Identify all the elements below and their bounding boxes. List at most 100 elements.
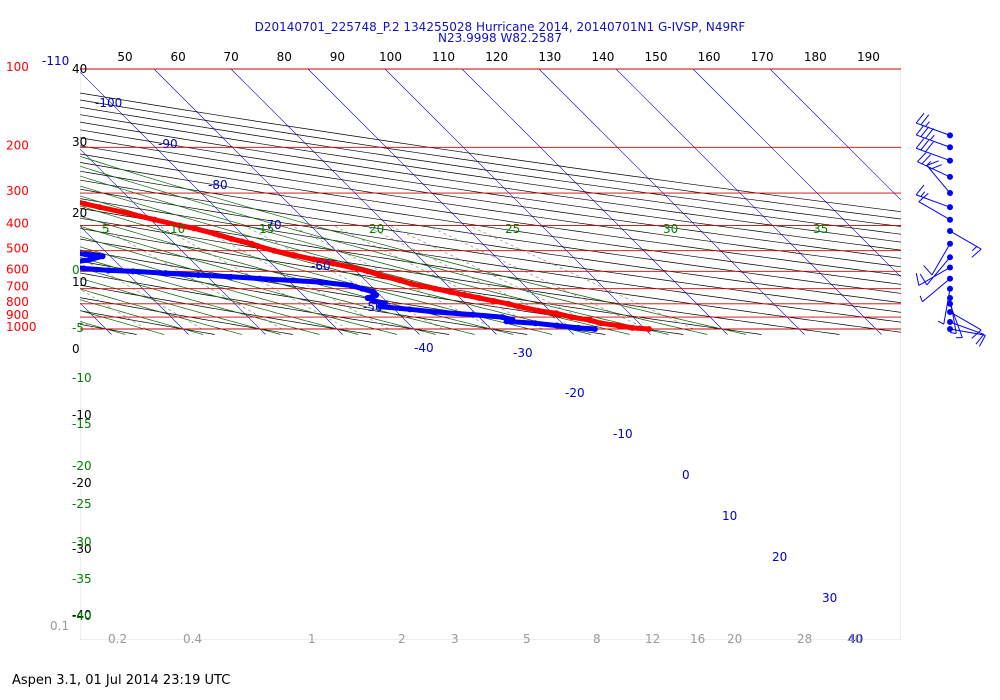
mixing-ratio-label: 40 <box>847 632 862 646</box>
mixing-ratio-label: 0.4 <box>183 632 202 646</box>
dewpoint-point <box>359 285 366 292</box>
temperature-point <box>96 204 103 211</box>
left-temperature-label: 10 <box>72 275 87 289</box>
left-temperature-label: -30 <box>72 542 92 556</box>
wind-barb <box>919 275 953 303</box>
mixing-ratio-label: 20 <box>727 632 742 646</box>
dewpoint-point <box>575 324 582 331</box>
wind-barb-staff <box>916 134 951 148</box>
temperature-point <box>535 307 542 314</box>
wind-barb-flag <box>920 126 930 137</box>
moist-adiabat-side-label: -40 <box>72 609 92 623</box>
mixing-ratio-line <box>195 225 389 330</box>
dewpoint-point <box>348 282 355 289</box>
temperature-point <box>476 295 483 302</box>
wind-barb-flag <box>920 114 930 126</box>
mixing-ratio-label: 2 <box>398 632 406 646</box>
dry-adiabat-line <box>80 272 450 335</box>
dewpoint-point <box>432 308 439 315</box>
temperature-point <box>126 210 133 217</box>
wind-barb-flag <box>915 138 925 149</box>
dry-adiabat-line <box>80 297 293 335</box>
dewpoint-point <box>227 273 234 280</box>
dry-adiabat-line <box>80 121 901 243</box>
dry-adiabat-line <box>80 284 372 335</box>
dewpoint-point <box>130 268 137 275</box>
top-axis-label: 90 <box>330 50 345 64</box>
mixing-ratio-label: 8 <box>593 632 601 646</box>
wind-barb-staff <box>917 161 951 178</box>
moist-adiabat-side-label: -25 <box>72 497 92 511</box>
moist-adiabat-line <box>80 165 708 335</box>
wind-barb-staff <box>918 267 951 286</box>
wind-barb-staff <box>918 201 951 221</box>
temperature-point <box>36 190 42 196</box>
moist-adiabat-line <box>80 256 359 335</box>
isotherm-label-top-left: -110 <box>42 54 69 68</box>
pressure-label: 200 <box>6 138 29 152</box>
temperature-point <box>290 252 297 259</box>
mixing-ratio-label: 1 <box>308 632 316 646</box>
dewpoint-point <box>105 267 112 274</box>
temperature-point <box>310 256 317 263</box>
dry-adiabat-line <box>80 310 215 335</box>
isotherm-label: -90 <box>158 137 178 151</box>
dry-adiabat-line <box>80 228 762 335</box>
wind-barb-flag <box>925 141 934 152</box>
pressure-label: 700 <box>6 280 29 294</box>
wind-barb <box>923 240 953 276</box>
temperature-point <box>397 277 404 284</box>
wind-barb <box>918 192 953 223</box>
moist-adiabat-label: 20 <box>369 222 384 236</box>
wind-barb-halfflag <box>919 295 923 302</box>
moist-adiabat-label: 10 <box>170 222 185 236</box>
moist-adiabat-side-label: 0 <box>72 263 80 277</box>
dry-adiabat-line <box>80 260 528 335</box>
pressure-label: 1000 <box>6 320 37 334</box>
pressure-label: 600 <box>6 262 29 276</box>
temperature-point <box>376 272 383 279</box>
wind-barb <box>915 264 953 286</box>
temperature-point <box>615 322 622 329</box>
temperature-point <box>586 317 593 324</box>
temperature-point <box>330 260 337 267</box>
wind-barb-halfflag <box>920 191 926 197</box>
isotherm-label: -60 <box>311 259 331 273</box>
dry-adiabat-line <box>80 129 901 251</box>
dewpoint-point <box>499 314 506 321</box>
top-axis-label: 120 <box>485 50 508 64</box>
isotherm-label: 40 <box>848 632 863 646</box>
temperature-point <box>254 243 261 250</box>
dewpoint-point <box>81 251 88 258</box>
dewpoint-point <box>377 303 384 310</box>
moist-adiabat-line <box>80 175 669 335</box>
dewpoint-point <box>64 264 70 270</box>
isotherm-label: 30 <box>822 591 837 605</box>
top-axis-label: 50 <box>117 50 132 64</box>
footer-caption: Aspen 3.1, 01 Jul 2014 23:19 UTC <box>12 673 231 688</box>
moist-adiabat-label: 25 <box>505 222 520 236</box>
dewpoint-point <box>532 320 539 327</box>
temperature-point <box>190 225 197 232</box>
temperature-point <box>228 235 235 242</box>
temperature-point <box>447 288 454 295</box>
temperature-point <box>645 326 652 332</box>
temperature-point <box>151 216 158 223</box>
dewpoint-point <box>381 300 388 307</box>
wind-barb-flag <box>921 154 931 165</box>
mixing-ratio-line <box>80 257 203 330</box>
wind-barb-staff <box>916 147 951 162</box>
dry-adiabat-line <box>80 217 840 335</box>
wind-barb-flag <box>915 124 925 136</box>
moist-adiabat-line <box>80 225 475 335</box>
top-axis-label: 190 <box>857 50 880 64</box>
temperature-point <box>515 303 522 310</box>
top-axis-label: 140 <box>591 50 614 64</box>
wind-barb-flag <box>915 184 925 196</box>
isotherm-label: -30 <box>513 346 533 360</box>
temperature-point <box>629 324 636 331</box>
left-temperature-label: 0 <box>72 342 80 356</box>
dry-adiabat-line <box>80 170 901 294</box>
dewpoint-point <box>503 318 510 325</box>
temperature-point <box>461 292 468 299</box>
